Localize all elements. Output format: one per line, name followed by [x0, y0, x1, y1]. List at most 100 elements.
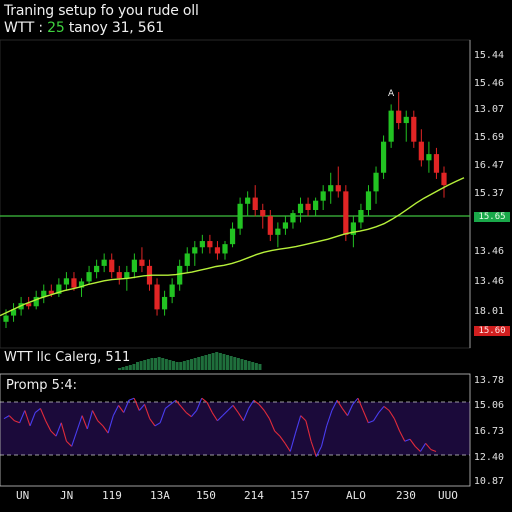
volume-bar — [211, 353, 215, 370]
volume-bar — [193, 358, 197, 370]
candle-body — [237, 203, 243, 229]
volume-bar — [125, 366, 129, 370]
oscillator-segment — [305, 420, 312, 442]
oscillator-segment — [368, 420, 374, 424]
oscillator-segment — [404, 438, 411, 442]
oscillator-segment — [144, 404, 151, 419]
oscillator-segment — [227, 404, 234, 411]
candle-body — [229, 228, 236, 245]
candle-body — [71, 278, 77, 288]
oscillator-segment — [326, 410, 333, 427]
candle-body — [320, 191, 326, 201]
oscillator-segment — [201, 397, 208, 403]
oscillator-segment — [91, 410, 99, 421]
low-price-tag: 15.60 — [474, 326, 510, 336]
oscillator-pane — [0, 373, 471, 487]
oscillator-segment — [274, 430, 281, 437]
oscillator-segment — [55, 422, 62, 437]
oscillator-segment — [347, 404, 354, 416]
candle-body — [139, 259, 145, 266]
oscillator-segment — [123, 400, 130, 413]
oscillator-segment — [393, 418, 401, 432]
volume-bar — [121, 367, 125, 370]
x-tick: UUO — [438, 489, 458, 502]
price-tick: 16.47 — [473, 160, 504, 171]
oscillator-segment — [107, 415, 114, 434]
oscillator-segment — [294, 415, 302, 434]
candle-body — [124, 272, 130, 279]
candle-body — [388, 110, 394, 142]
oscillator-segment — [268, 418, 276, 432]
oscillator-segment — [196, 397, 203, 411]
candle-body — [358, 210, 364, 223]
oscillator-segment — [336, 399, 343, 409]
oscillator-segment — [232, 405, 239, 413]
oscillator-segment — [352, 397, 359, 405]
oscillator-segment — [112, 405, 119, 416]
candle-body — [350, 222, 356, 235]
volume-bar — [204, 355, 208, 370]
oscillator-segment — [289, 432, 296, 452]
candle-body — [222, 244, 228, 254]
oscillator-segment — [165, 403, 171, 409]
oscillator-segment — [320, 425, 328, 447]
candle-body — [109, 259, 115, 273]
candle-body — [94, 265, 100, 273]
candle-body — [313, 200, 319, 210]
subtitle-prefix: WTT : — [4, 20, 43, 36]
oscillator-segment — [341, 408, 348, 416]
price-tick: 18.01 — [473, 306, 504, 317]
volume-bar — [197, 357, 201, 370]
oscillator-segment — [357, 397, 364, 411]
candle-body — [63, 278, 70, 285]
volume-bar — [200, 356, 204, 370]
candle-body — [154, 284, 160, 310]
volume-bar — [244, 360, 248, 370]
volume-bar — [128, 365, 132, 370]
volume-bar — [150, 358, 154, 370]
oscillator-segment — [29, 412, 36, 427]
candle-body — [101, 259, 107, 266]
oscillator-segment — [425, 442, 432, 450]
volume-bar — [146, 359, 150, 370]
x-tick: 157 — [290, 489, 310, 502]
oscillator-segment — [279, 435, 286, 444]
volume-bar — [218, 353, 222, 370]
volume-bar — [258, 364, 262, 370]
x-tick: 150 — [196, 489, 216, 502]
oscillator-segment — [175, 399, 182, 407]
volume-bar — [172, 361, 176, 370]
price-tick: 13.46 — [473, 246, 504, 257]
oscillator-segment — [300, 415, 307, 422]
candle-body — [403, 116, 409, 124]
volume-bar — [139, 361, 143, 370]
oscillator-segment — [76, 415, 83, 432]
chart-subtitle: WTT : 25 tanoy 31, 561 — [4, 20, 164, 36]
last-price-tag: 15.65 — [474, 212, 510, 222]
oscillator-segment — [45, 420, 52, 432]
oscillator-segment — [60, 422, 67, 442]
candle-body — [290, 213, 296, 223]
x-tick: 13A — [150, 489, 170, 502]
oscillator-segment — [66, 440, 73, 447]
candle-body — [78, 281, 85, 288]
volume-bar — [222, 354, 226, 370]
osc-tick: 15.06 — [473, 400, 504, 411]
price-tick: 15.69 — [473, 132, 504, 143]
candle-body — [33, 296, 39, 307]
volume-bars — [118, 352, 262, 370]
volume-bar — [208, 354, 212, 370]
oscillator-segment — [154, 422, 161, 427]
candle-body — [335, 185, 341, 192]
oscillator-segment — [128, 397, 135, 401]
oscillator-segment — [71, 430, 78, 447]
candle-body — [3, 315, 9, 322]
osc-tick: 16.73 — [473, 426, 504, 437]
candle-body — [252, 197, 258, 210]
oscillator-segment — [185, 412, 192, 418]
oscillator-segment — [253, 399, 260, 405]
oscillator-segment — [258, 403, 265, 411]
oscillator-segment — [81, 415, 88, 430]
candle-body — [169, 284, 175, 297]
volume-bar — [161, 358, 165, 370]
